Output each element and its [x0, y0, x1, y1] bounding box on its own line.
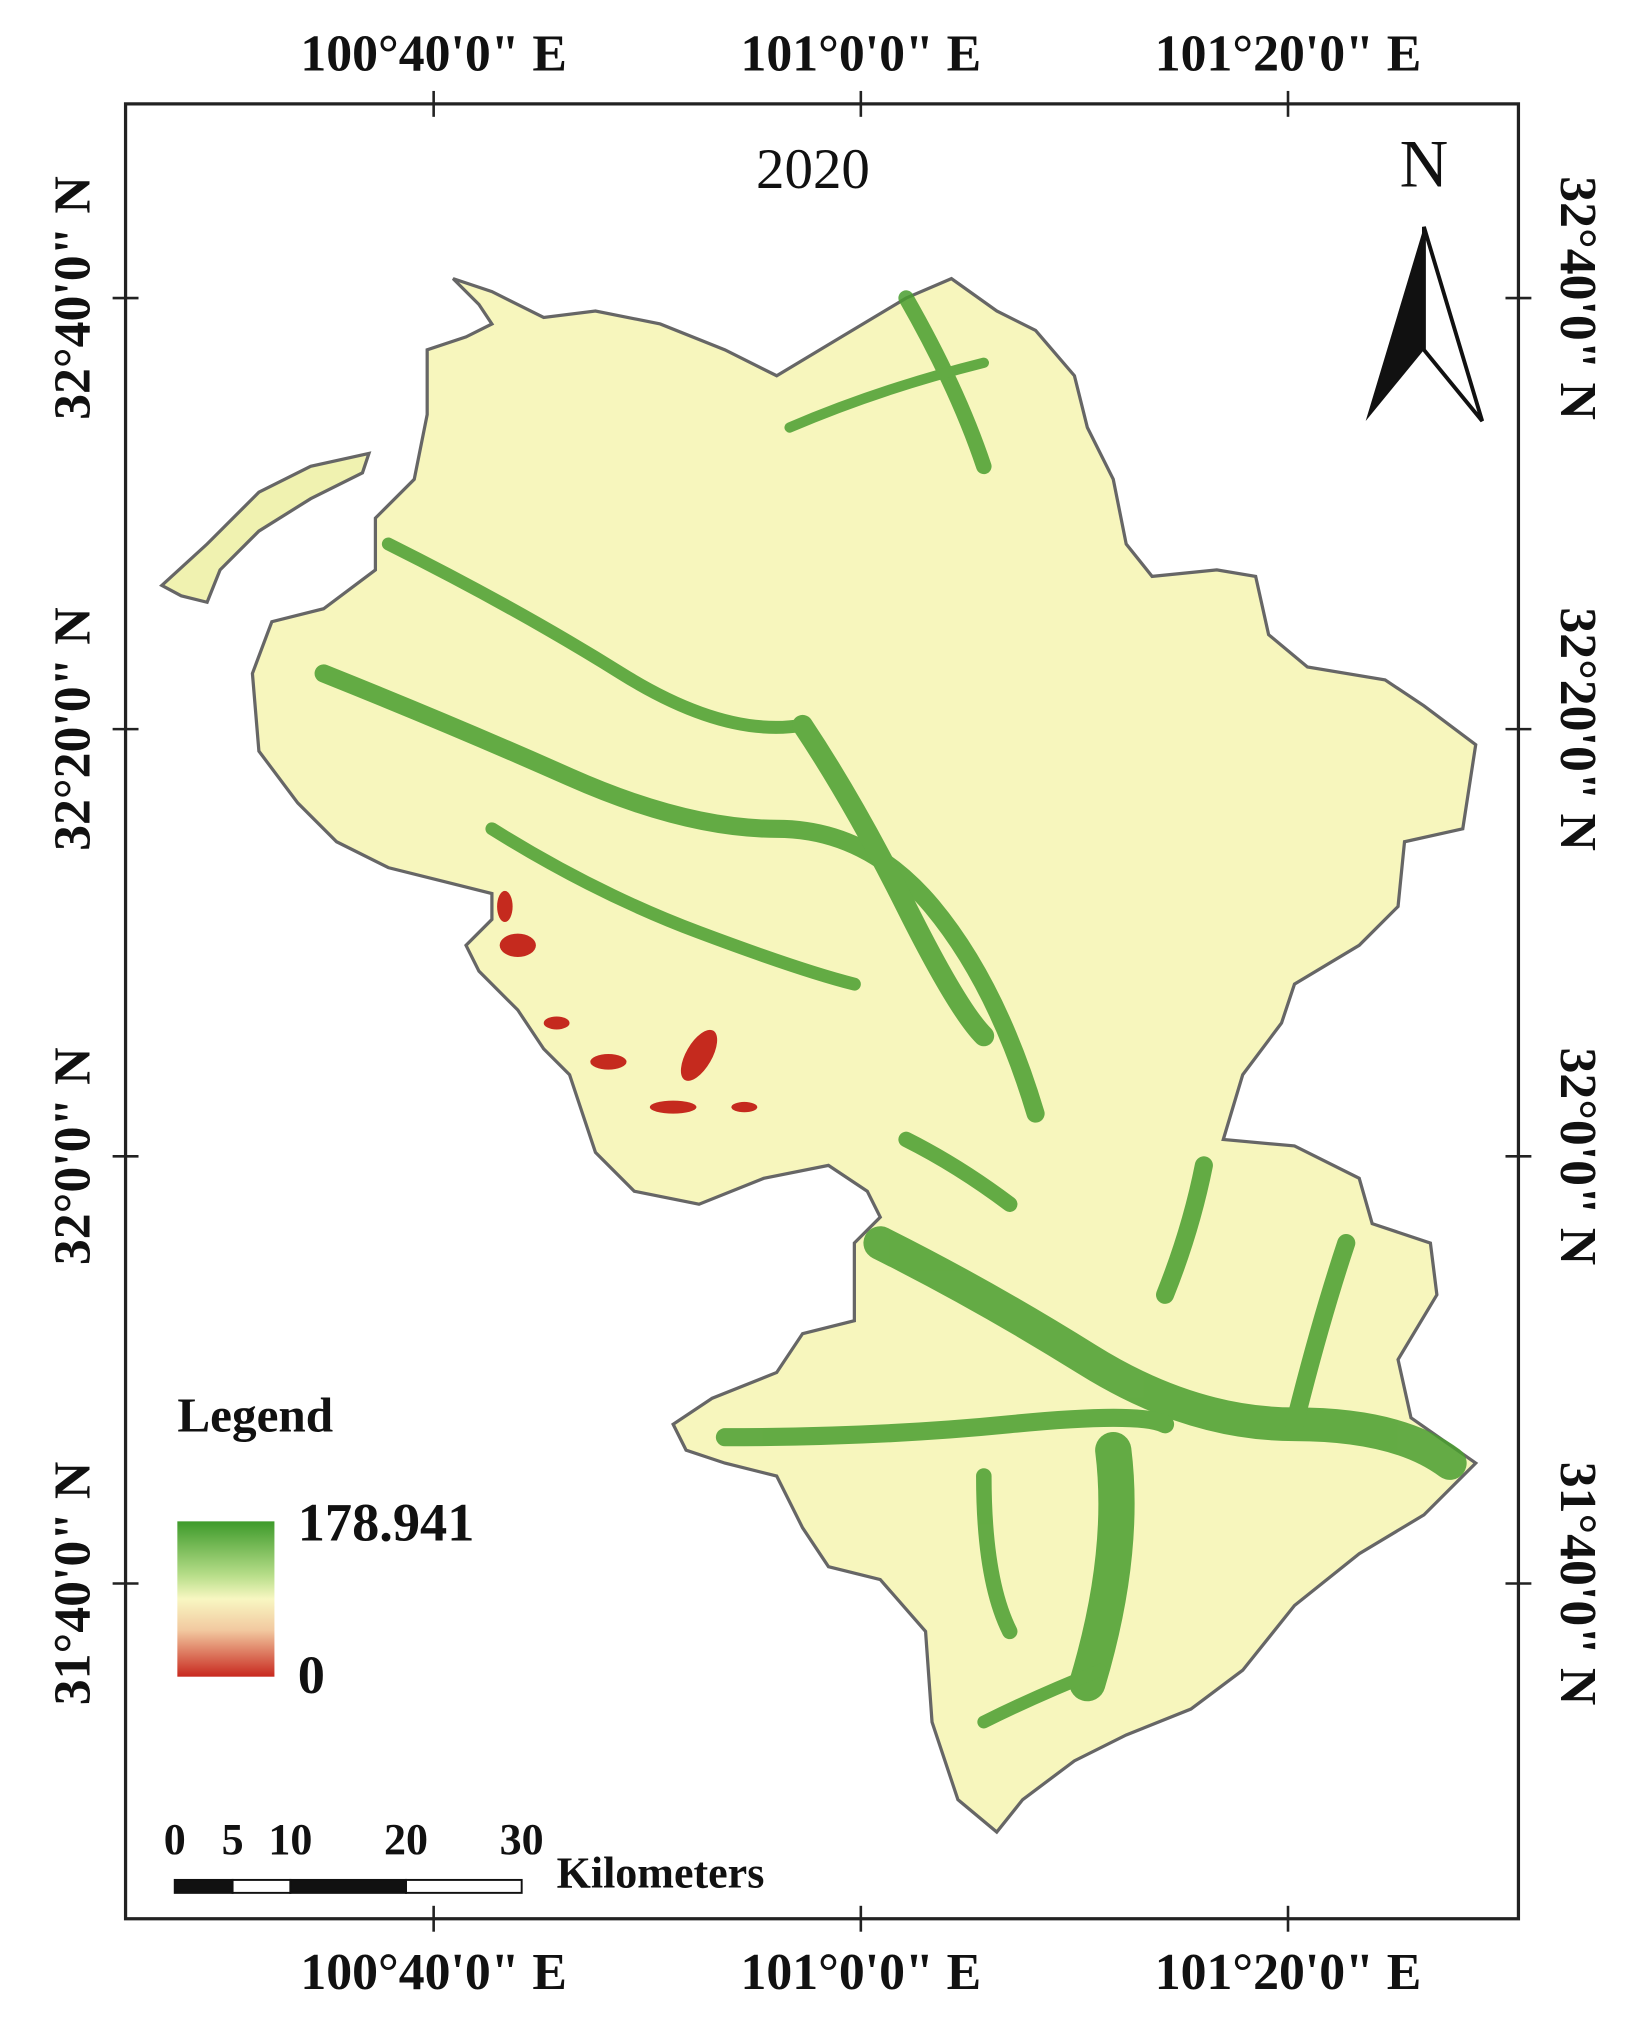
region-outline	[250, 276, 1479, 1835]
scale-tick-label: 10	[268, 1815, 312, 1864]
scale-segment	[173, 1878, 234, 1894]
scale-tick-label: 5	[222, 1815, 244, 1864]
north-label: N	[1400, 127, 1449, 202]
lon-label-top: 101°20'0" E	[1155, 25, 1422, 82]
island-outline	[159, 451, 372, 605]
lon-label-top: 100°40'0" E	[300, 25, 567, 82]
legend-ramp	[177, 1521, 275, 1677]
scale-segment	[231, 1878, 292, 1894]
scale-segment	[289, 1878, 408, 1894]
map-title: 2020	[756, 138, 870, 201]
legend-max: 178.941	[298, 1492, 475, 1552]
lat-label-right: 31°40'0" N	[1549, 1462, 1606, 1706]
study-area	[159, 276, 1479, 1835]
map-frame	[123, 102, 1521, 1921]
lon-label-bottom: 101°20'0" E	[1155, 1944, 1422, 2001]
north-arrow	[1365, 226, 1485, 423]
legend-min: 0	[298, 1645, 325, 1705]
lat-label-left: 32°20'0" N	[45, 607, 102, 851]
low-value-patches	[497, 890, 758, 1114]
lat-label-right: 32°40'0" N	[1549, 176, 1606, 420]
scale-unit: Kilometers	[557, 1848, 765, 1897]
lon-label-top: 101°0'0" E	[740, 25, 981, 82]
legend-title: Legend	[177, 1388, 333, 1443]
lat-label-right: 32°20'0" N	[1549, 607, 1606, 851]
lat-label-right: 32°0'0" N	[1549, 1047, 1606, 1265]
lat-label-left: 32°0'0" N	[45, 1047, 102, 1265]
lon-label-bottom: 101°0'0" E	[740, 1944, 981, 2001]
scale-segment	[405, 1878, 523, 1894]
scale-tick-label: 30	[500, 1815, 544, 1864]
green-valleys	[314, 290, 1467, 1729]
lat-label-left: 32°40'0" N	[45, 176, 102, 420]
scale-tick-label: 20	[384, 1815, 428, 1864]
lon-label-bottom: 100°40'0" E	[300, 1944, 567, 2001]
scale-tick-label: 0	[164, 1815, 186, 1864]
lat-label-left: 31°40'0" N	[45, 1462, 102, 1706]
